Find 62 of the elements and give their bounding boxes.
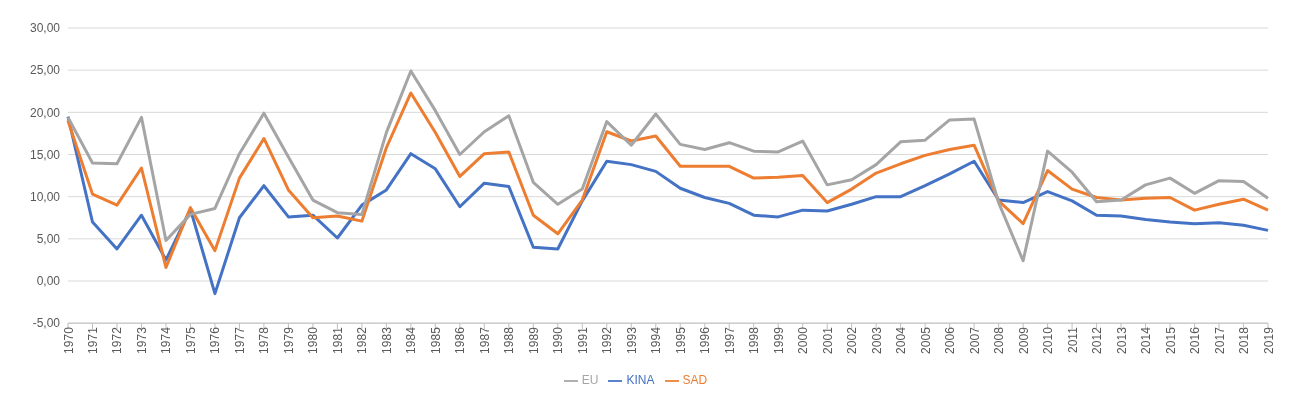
y-tick-label: 30,00: [29, 21, 61, 36]
legend-label: EU: [581, 373, 599, 388]
y-tick-label: 0,00: [36, 274, 61, 289]
x-tick-label: 1994: [649, 326, 664, 354]
x-tick-label: 1996: [698, 326, 713, 354]
x-tick-label: 2018: [1237, 326, 1252, 354]
x-tick-label: 2005: [918, 326, 933, 354]
x-tick-label: 2010: [1041, 326, 1056, 354]
x-tick-label: 2012: [1090, 326, 1105, 354]
x-tick-label: 1993: [624, 326, 639, 354]
x-tick-label: 2006: [943, 326, 958, 354]
legend-label: KINA: [626, 373, 655, 388]
y-tick-label: -5,00: [32, 316, 61, 331]
x-tick-label: 1984: [404, 326, 419, 354]
x-tick-label: 2008: [992, 326, 1007, 354]
y-tick-label: 20,00: [29, 105, 61, 120]
x-tick-label: 1986: [453, 326, 468, 354]
x-tick-label: 2017: [1212, 326, 1227, 354]
x-tick-label: 1980: [306, 326, 321, 354]
x-tick-label: 1975: [183, 326, 198, 354]
x-tick-label: 2015: [1163, 326, 1178, 354]
x-tick-label: 1978: [257, 326, 272, 354]
x-tick-label: 2004: [894, 326, 909, 354]
line-series: [66, 115, 1270, 296]
x-tick-label: 1981: [330, 326, 345, 354]
x-tick-label: 2014: [1139, 326, 1154, 354]
x-tick-label: 2019: [1261, 326, 1276, 354]
x-tick-label: 1990: [551, 326, 566, 354]
x-tick-label: 1992: [600, 326, 615, 354]
x-tick-label: 1987: [477, 326, 492, 354]
x-tick-label: 1974: [159, 326, 174, 354]
x-tick-label: 2007: [967, 326, 982, 354]
x-tick-label: 2002: [845, 326, 860, 354]
x-tick-label: 1982: [355, 326, 370, 354]
x-tick-label: 1998: [747, 326, 762, 354]
x-tick-label: 1985: [428, 326, 443, 354]
x-tick-label: 1971: [86, 326, 101, 354]
x-tick-label: 1972: [110, 326, 125, 354]
x-tick-label: 1995: [673, 326, 688, 354]
x-tick-label: 2013: [1114, 326, 1129, 354]
x-tick-label: 1999: [771, 326, 786, 354]
x-tick-label: 1973: [134, 326, 149, 354]
x-tick-label: 1988: [502, 326, 517, 354]
x-tick-label: 1977: [232, 326, 247, 354]
x-tick-label: 2011: [1065, 326, 1080, 353]
y-tick-label: 15,00: [29, 147, 61, 162]
y-tick-label: 25,00: [29, 63, 61, 78]
x-tick-label: 1979: [281, 326, 296, 354]
x-tick-label: 2016: [1188, 326, 1203, 354]
x-tick-label: 1997: [722, 326, 737, 354]
x-tick-label: 2001: [820, 326, 835, 354]
x-tick-label: 1989: [526, 326, 541, 354]
x-tick-label: 2000: [796, 326, 811, 354]
x-tick-label: 1970: [61, 326, 76, 354]
x-tick-label: 1991: [575, 326, 590, 354]
y-tick-label: 5,00: [36, 232, 61, 247]
x-tick-label: 1976: [208, 326, 223, 354]
y-tick-label: 10,00: [29, 189, 61, 204]
x-tick-label: 1983: [379, 326, 394, 354]
legend-label: SAD: [682, 373, 708, 388]
x-tick-label: 2003: [869, 326, 884, 354]
x-tick-label: 2009: [1016, 326, 1031, 354]
